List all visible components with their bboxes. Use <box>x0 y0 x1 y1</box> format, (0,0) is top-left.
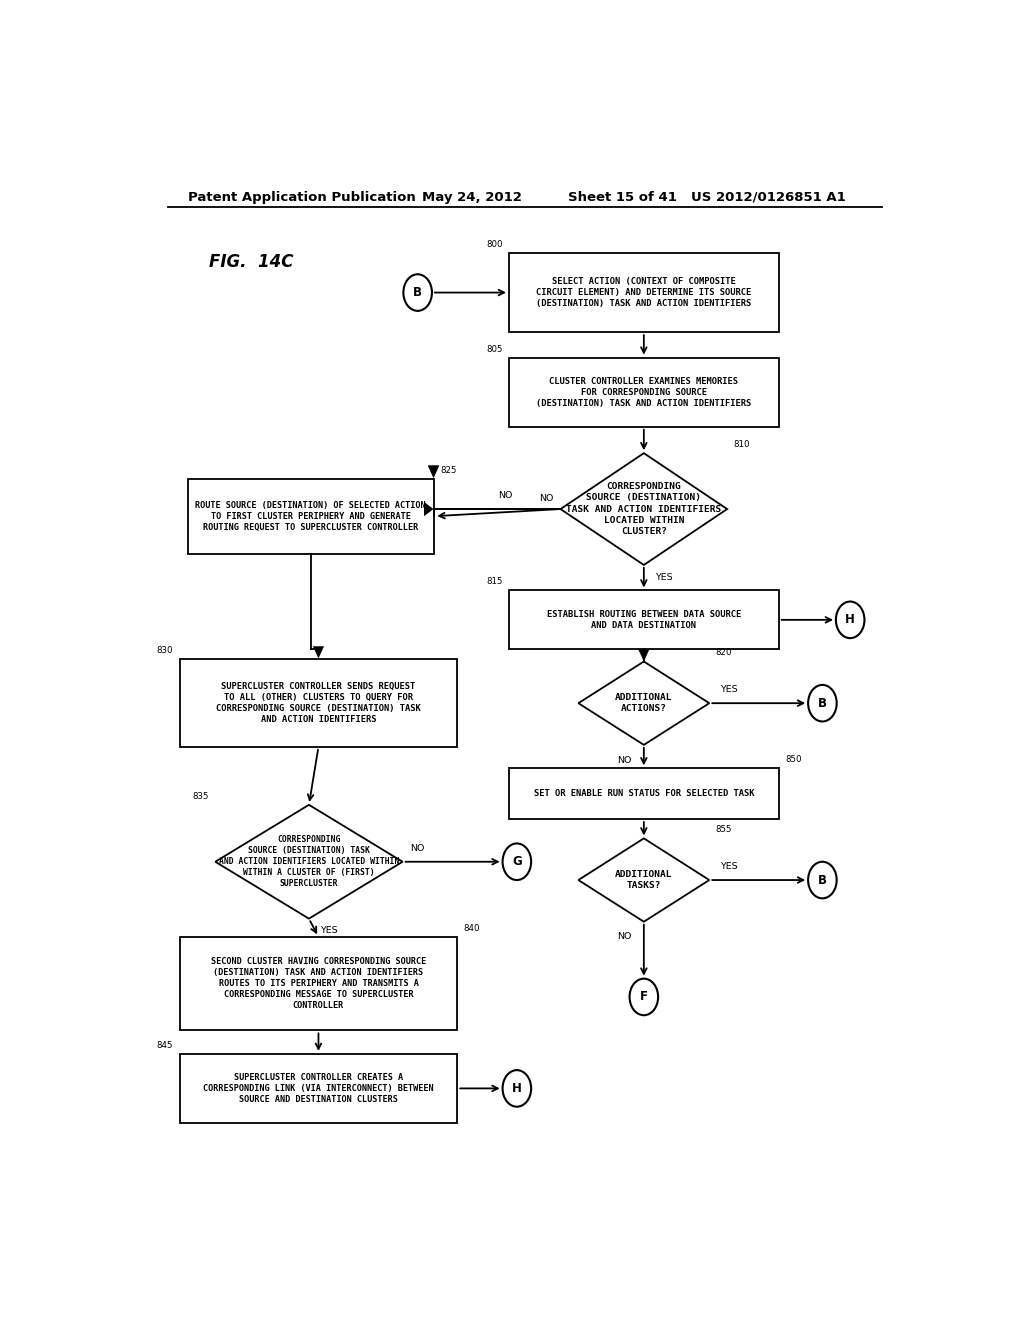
Circle shape <box>808 862 837 899</box>
Polygon shape <box>313 647 324 659</box>
Text: ADDITIONAL
ACTIONS?: ADDITIONAL ACTIONS? <box>615 693 673 713</box>
Text: ESTABLISH ROUTING BETWEEN DATA SOURCE
AND DATA DESTINATION: ESTABLISH ROUTING BETWEEN DATA SOURCE AN… <box>547 610 741 630</box>
Text: ADDITIONAL
TASKS?: ADDITIONAL TASKS? <box>615 870 673 890</box>
Text: B: B <box>413 286 422 300</box>
Text: ROUTE SOURCE (DESTINATION) OF SELECTED ACTION
TO FIRST CLUSTER PERIPHERY AND GEN: ROUTE SOURCE (DESTINATION) OF SELECTED A… <box>196 500 426 532</box>
Text: H: H <box>845 614 855 627</box>
Text: YES: YES <box>720 685 738 694</box>
Polygon shape <box>638 649 649 661</box>
Polygon shape <box>428 466 439 478</box>
Text: 840: 840 <box>464 924 480 933</box>
Text: B: B <box>818 697 827 710</box>
Text: SET OR ENABLE RUN STATUS FOR SELECTED TASK: SET OR ENABLE RUN STATUS FOR SELECTED TA… <box>534 789 754 799</box>
Text: YES: YES <box>319 927 338 936</box>
Text: FIG.  14C: FIG. 14C <box>209 253 293 271</box>
Text: NO: NO <box>410 843 424 853</box>
Text: 845: 845 <box>157 1040 173 1049</box>
Text: CORRESPONDING
SOURCE (DESTINATION) TASK
AND ACTION IDENTIFIERS LOCATED WITHIN
WI: CORRESPONDING SOURCE (DESTINATION) TASK … <box>219 836 399 888</box>
FancyBboxPatch shape <box>509 253 779 333</box>
Text: 800: 800 <box>486 240 503 249</box>
Text: F: F <box>640 990 648 1003</box>
Circle shape <box>808 685 837 722</box>
Polygon shape <box>579 661 710 744</box>
Text: 855: 855 <box>716 825 732 834</box>
Circle shape <box>503 843 531 880</box>
Text: CORRESPONDING
SOURCE (DESTINATION)
TASK AND ACTION IDENTIFIERS
LOCATED WITHIN
CL: CORRESPONDING SOURCE (DESTINATION) TASK … <box>566 482 722 536</box>
FancyBboxPatch shape <box>187 479 433 554</box>
FancyBboxPatch shape <box>509 768 779 818</box>
Circle shape <box>630 978 658 1015</box>
Circle shape <box>503 1071 531 1106</box>
FancyBboxPatch shape <box>509 590 779 649</box>
Polygon shape <box>215 805 402 919</box>
Text: NO: NO <box>616 755 631 764</box>
Text: YES: YES <box>655 573 673 582</box>
FancyBboxPatch shape <box>509 358 779 426</box>
Text: 815: 815 <box>486 577 503 586</box>
Text: 830: 830 <box>157 647 173 656</box>
Polygon shape <box>579 838 710 921</box>
Polygon shape <box>424 502 433 516</box>
FancyBboxPatch shape <box>179 1053 458 1123</box>
Text: H: H <box>512 1082 522 1094</box>
Text: G: G <box>512 855 522 869</box>
Text: CLUSTER CONTROLLER EXAMINES MEMORIES
FOR CORRESPONDING SOURCE
(DESTINATION) TASK: CLUSTER CONTROLLER EXAMINES MEMORIES FOR… <box>537 376 752 408</box>
Text: SUPERCLUSTER CONTROLLER SENDS REQUEST
TO ALL (OTHER) CLUSTERS TO QUERY FOR
CORRE: SUPERCLUSTER CONTROLLER SENDS REQUEST TO… <box>216 682 421 725</box>
Text: YES: YES <box>720 862 738 871</box>
Text: Sheet 15 of 41: Sheet 15 of 41 <box>568 190 677 203</box>
Text: 820: 820 <box>716 648 732 657</box>
Text: B: B <box>818 874 827 887</box>
Text: NO: NO <box>616 932 631 941</box>
Text: May 24, 2012: May 24, 2012 <box>422 190 521 203</box>
Text: 850: 850 <box>785 755 802 764</box>
Text: 810: 810 <box>733 440 750 449</box>
Text: NO: NO <box>498 491 512 500</box>
Text: 805: 805 <box>486 345 503 354</box>
Text: 825: 825 <box>440 466 457 474</box>
Text: SELECT ACTION (CONTEXT OF COMPOSITE
CIRCUIT ELEMENT) AND DETERMINE ITS SOURCE
(D: SELECT ACTION (CONTEXT OF COMPOSITE CIRC… <box>537 277 752 308</box>
Text: SECOND CLUSTER HAVING CORRESPONDING SOURCE
(DESTINATION) TASK AND ACTION IDENTIF: SECOND CLUSTER HAVING CORRESPONDING SOUR… <box>211 957 426 1010</box>
Polygon shape <box>428 466 439 478</box>
Circle shape <box>836 602 864 638</box>
Text: 835: 835 <box>193 792 209 801</box>
Text: Patent Application Publication: Patent Application Publication <box>187 190 416 203</box>
Text: NO: NO <box>539 495 553 503</box>
Text: US 2012/0126851 A1: US 2012/0126851 A1 <box>691 190 846 203</box>
FancyBboxPatch shape <box>179 937 458 1031</box>
Circle shape <box>403 275 432 312</box>
Polygon shape <box>560 453 727 565</box>
FancyBboxPatch shape <box>179 660 458 747</box>
Text: SUPERCLUSTER CONTROLLER CREATES A
CORRESPONDING LINK (VIA INTERCONNECT) BETWEEN
: SUPERCLUSTER CONTROLLER CREATES A CORRES… <box>203 1073 434 1104</box>
